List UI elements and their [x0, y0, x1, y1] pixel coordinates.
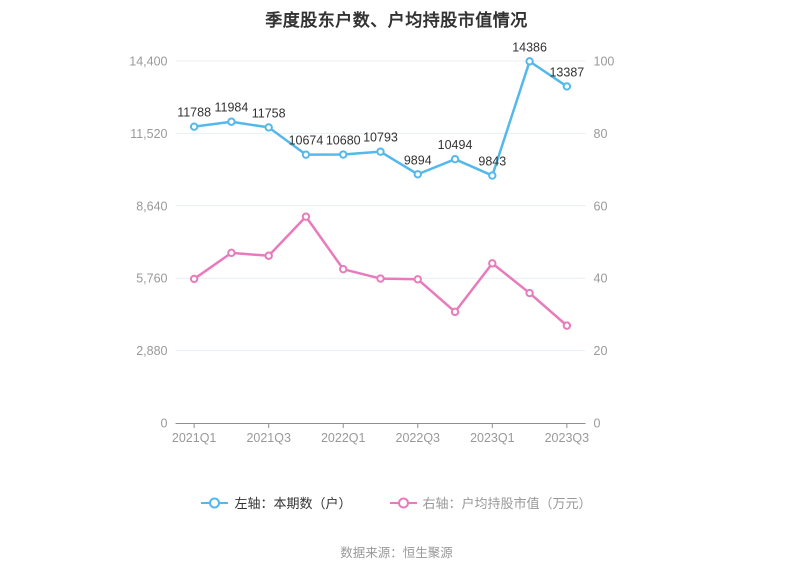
data-point-label: 9894	[404, 153, 432, 167]
data-point-marker	[450, 307, 460, 317]
data-point-marker	[264, 251, 273, 260]
data-point-marker	[227, 117, 236, 126]
data-point-marker	[339, 264, 348, 274]
chart-title: 季度股东户数、户均持股市值情况	[265, 11, 528, 30]
data-point-label: 10793	[363, 131, 398, 145]
data-point-label: 13387	[549, 65, 584, 79]
left-axis-tick-label: 0	[161, 417, 168, 431]
data-source-note: 数据来源：恒生聚源	[340, 546, 453, 560]
legend-label: 右轴：户均持股市值（万元）	[422, 496, 592, 511]
data-point-marker	[376, 147, 385, 156]
chart-canvas: 2021Q1 2021Q3 2022Q1 2022Q3 2023Q1 2023Q3 0 2,8…	[129, 40, 615, 445]
data-point-label: 11984	[214, 101, 248, 115]
data-point-marker	[488, 171, 497, 180]
legend: 左轴：本期数（户） 右轴：户均持股市值（万元）	[0, 493, 793, 512]
data-point-marker	[227, 248, 236, 258]
left-axis-tick-label: 8,640	[136, 199, 167, 213]
right-axis-tick-label: 100	[594, 55, 615, 69]
x-axis-tick-label: 2021Q1	[172, 431, 217, 445]
x-axis-tick-label: 2021Q3	[246, 431, 291, 445]
right-axis-tick-label: 20	[594, 344, 608, 358]
data-point-label: 10674	[289, 134, 324, 148]
data-point-label: 11758	[252, 106, 286, 120]
series-line-shareholders	[192, 60, 569, 177]
data-point-marker	[562, 82, 572, 91]
data-point-label: 11788	[177, 106, 211, 120]
x-axis-tick-label: 2022Q3	[396, 431, 441, 445]
legend-line-marker-icon	[389, 497, 417, 508]
right-axis-tick-label: 60	[594, 199, 608, 213]
series-line-avg-market-value	[192, 215, 569, 327]
data-point-marker	[413, 170, 422, 179]
legend-item-avg-market-value[interactable]: 右轴：户均持股市值（万元）	[389, 493, 592, 512]
right-axis-tick-label: 40	[594, 272, 608, 286]
left-axis-tick-label: 2,880	[136, 344, 167, 358]
data-point-marker	[525, 288, 534, 298]
left-axis-tick-label: 14,400	[129, 55, 167, 69]
left-axis-tick-label: 5,760	[136, 272, 167, 286]
legend-label: 左轴：本期数（户）	[234, 496, 352, 511]
data-point-marker	[189, 122, 199, 131]
left-axis-tick-label: 11,520	[130, 127, 167, 141]
right-axis-tick-label: 0	[594, 417, 601, 431]
data-point-marker	[376, 274, 385, 283]
data-point-marker	[189, 274, 199, 284]
data-point-label: 9843	[478, 155, 506, 169]
data-point-marker	[413, 275, 422, 284]
data-point-marker	[264, 123, 273, 132]
data-point-marker	[450, 154, 460, 164]
data-point-marker	[301, 212, 311, 221]
data-point-label: 10680	[326, 134, 361, 148]
data-point-label: 14386	[512, 40, 547, 54]
data-point-marker	[562, 321, 572, 330]
data-point-label: 10494	[438, 138, 473, 152]
right-axis-tick-label: 80	[594, 127, 608, 141]
data-point-marker	[339, 150, 348, 159]
data-point-marker	[525, 57, 534, 66]
x-axis-tick-label: 2023Q1	[470, 431, 515, 445]
x-axis-tick-label: 2023Q3	[545, 431, 590, 445]
data-point-marker	[301, 150, 311, 159]
legend-line-marker-icon	[201, 497, 229, 508]
legend-item-shareholders[interactable]: 左轴：本期数（户）	[201, 493, 352, 512]
data-point-marker	[488, 259, 497, 268]
x-axis-tick-label: 2022Q1	[321, 431, 366, 445]
